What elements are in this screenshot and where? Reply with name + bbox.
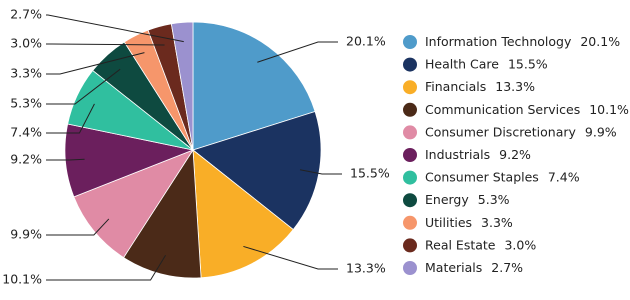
leader-line: [243, 245, 338, 270]
value-label: 15.5%: [350, 166, 390, 181]
legend-value: 13.3%: [495, 79, 535, 94]
legend-label: Industrials: [425, 147, 490, 162]
value-label: 10.1%: [2, 272, 42, 287]
leader-line: [46, 158, 85, 161]
leader-line: [46, 43, 165, 46]
legend-entry: Energy 5.3%: [425, 192, 510, 207]
value-label: 3.0%: [10, 36, 42, 51]
legend-entry: Information Technology 20.1%: [425, 34, 620, 49]
legend-entry: Consumer Staples 7.4%: [425, 169, 580, 184]
legend-swatch: [403, 170, 417, 185]
legend-value: 3.3%: [481, 214, 513, 229]
legend-entry: Industrials 9.2%: [425, 147, 531, 162]
value-label: 5.3%: [10, 96, 42, 111]
legend-label: Financials: [425, 79, 486, 94]
pie-slice: [73, 149, 195, 259]
legend-entry: Real Estate 3.0%: [425, 237, 536, 252]
legend-label: Materials: [425, 260, 482, 275]
legend-entry: Materials 2.7%: [425, 260, 523, 275]
legend-label: Energy: [425, 192, 469, 207]
pie-slice: [192, 149, 294, 279]
legend-label: Health Care: [425, 56, 499, 71]
legend-value: 3.0%: [504, 237, 536, 252]
legend-swatch: [403, 148, 417, 162]
value-label: 9.9%: [10, 227, 42, 242]
leader-line: [46, 14, 184, 43]
legend-swatch: [403, 193, 417, 208]
legend-swatch: [403, 57, 417, 72]
legend-label: Utilities: [425, 214, 472, 229]
legend-value: 10.1%: [589, 101, 629, 116]
pie-slice: [123, 148, 202, 279]
legend-value: 7.4%: [548, 169, 580, 184]
legend-swatch: [403, 215, 417, 230]
value-label: 3.3%: [10, 66, 42, 81]
legend-swatch: [403, 102, 417, 117]
legend-label: Consumer Staples: [425, 169, 539, 184]
legend-value: 9.9%: [585, 124, 617, 139]
legend-value: 9.2%: [499, 147, 531, 162]
leader-line: [46, 52, 145, 75]
legend-value: 15.5%: [508, 56, 548, 71]
legend-label: Information Technology: [425, 34, 572, 49]
legend-entry: Consumer Discretionary 9.9%: [425, 124, 617, 139]
value-label: 20.1%: [346, 34, 386, 49]
legend-entry: Health Care 15.5%: [425, 56, 548, 71]
leader-line: [299, 169, 342, 175]
leader-line: [46, 255, 166, 281]
legend-swatch: [403, 80, 417, 95]
leader-line: [46, 218, 110, 236]
legend-label: Real Estate: [425, 237, 496, 252]
legend-swatch: [403, 35, 417, 49]
value-label: 9.2%: [10, 152, 42, 167]
legend-swatch: [403, 238, 417, 253]
legend-value: 5.3%: [478, 192, 510, 207]
value-label: 2.7%: [10, 7, 42, 22]
pie-slice: [170, 21, 194, 151]
legend-value: 20.1%: [580, 34, 620, 49]
value-label: 13.3%: [346, 261, 386, 276]
legend-value: 2.7%: [491, 260, 523, 275]
legend-label: Consumer Discretionary: [425, 124, 576, 139]
legend-entry: Financials 13.3%: [425, 79, 535, 94]
pie-slice: [192, 21, 316, 151]
value-label: 7.4%: [10, 125, 42, 140]
legend-swatch: [403, 261, 417, 275]
legend-label: Communication Services: [425, 101, 580, 116]
legend-entry: Communication Services 10.1%: [425, 101, 629, 116]
leader-line: [257, 41, 338, 63]
legend-swatch: [403, 125, 417, 140]
leader-line: [46, 68, 121, 105]
legend-entry: Utilities 3.3%: [425, 214, 513, 229]
leader-line: [46, 103, 95, 134]
